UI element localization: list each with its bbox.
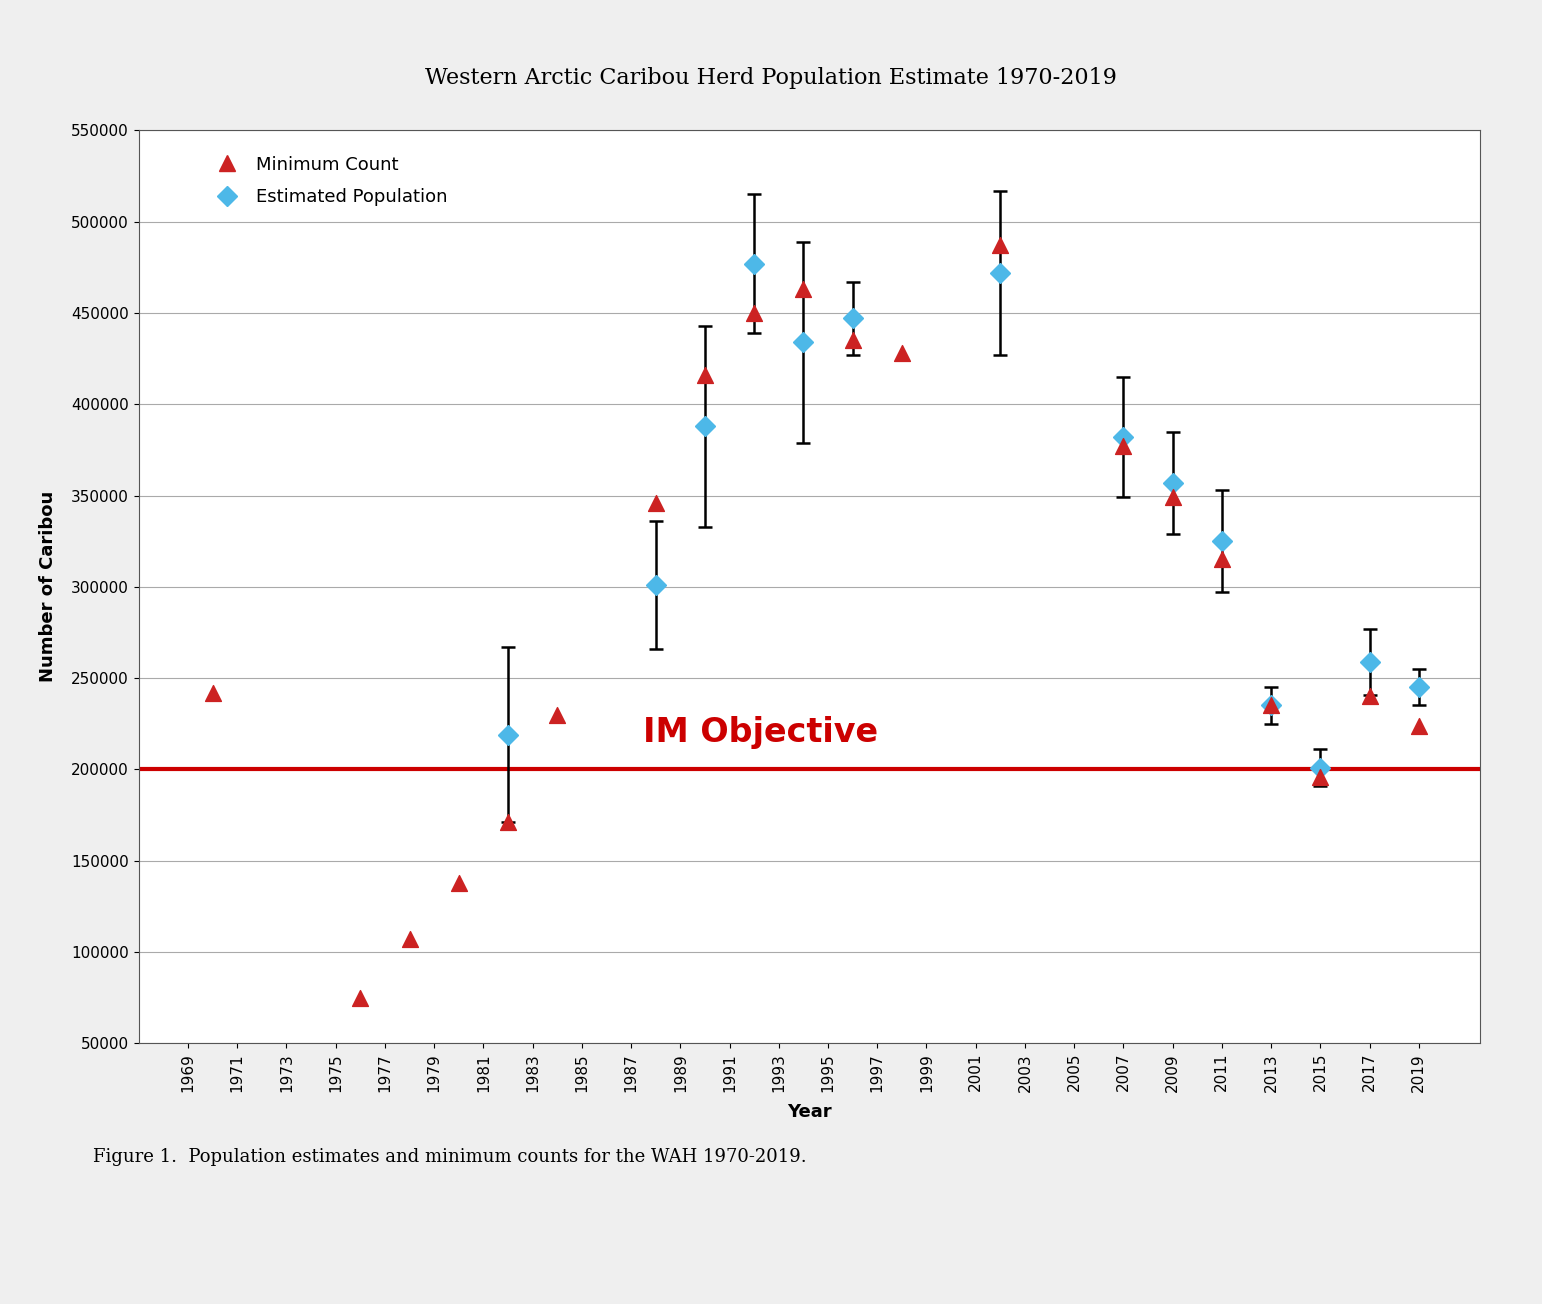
Minimum Count — [988, 235, 1013, 256]
Minimum Count — [200, 682, 225, 703]
Minimum Count — [742, 303, 766, 323]
Minimum Count — [1308, 767, 1332, 788]
Minimum Count — [1209, 549, 1234, 570]
Minimum Count — [447, 872, 472, 893]
Legend: Minimum Count, Estimated Population: Minimum Count, Estimated Population — [202, 149, 455, 214]
Text: IM Objective: IM Objective — [643, 716, 879, 750]
Minimum Count — [1112, 436, 1136, 456]
Text: Figure 1.  Population estimates and minimum counts for the WAH 1970-2019.: Figure 1. Population estimates and minim… — [93, 1148, 806, 1166]
Minimum Count — [544, 704, 569, 725]
Minimum Count — [1357, 686, 1382, 707]
Minimum Count — [791, 279, 816, 300]
Text: Western Arctic Caribou Herd Population Estimate 1970-2019: Western Arctic Caribou Herd Population E… — [426, 68, 1116, 89]
Minimum Count — [398, 928, 423, 949]
Minimum Count — [643, 493, 668, 514]
Minimum Count — [1258, 695, 1283, 716]
Minimum Count — [692, 365, 717, 386]
Minimum Count — [840, 330, 865, 351]
Minimum Count — [1406, 715, 1431, 735]
Minimum Count — [495, 812, 520, 833]
Minimum Count — [348, 987, 373, 1008]
X-axis label: Year: Year — [788, 1103, 831, 1121]
Minimum Count — [890, 343, 914, 364]
Y-axis label: Number of Caribou: Number of Caribou — [39, 492, 57, 682]
Minimum Count — [1160, 486, 1184, 507]
